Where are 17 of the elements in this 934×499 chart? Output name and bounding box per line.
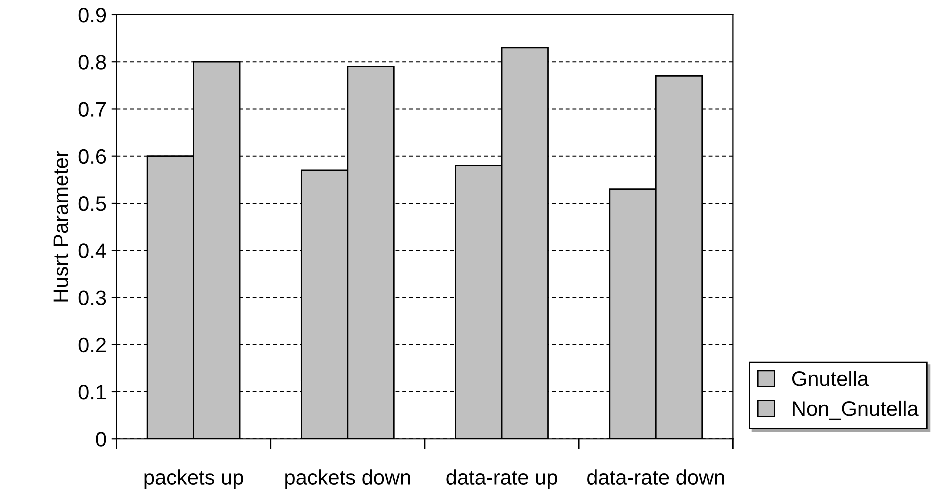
legend-label: Non_Gnutella: [793, 400, 919, 420]
y-tick-label: 0.9: [78, 8, 106, 23]
y-tick-label: 0.8: [78, 55, 106, 70]
x-tick-label: data-rate up: [446, 470, 558, 490]
y-tick-label: 0.7: [78, 102, 106, 117]
y-tick-label: 0.6: [78, 149, 106, 164]
y-tick-label: 0.5: [78, 196, 106, 212]
y-tick-label: 0.3: [78, 290, 106, 306]
x-tick-label: packets down: [286, 470, 410, 490]
x-tick-label: data-rate down: [588, 470, 724, 485]
y-axis-title: Husrt Parameter: [54, 150, 68, 302]
legend-label: Gnutella: [792, 371, 870, 386]
y-tick-label: 0.2: [78, 338, 106, 353]
y-tick-label: 0.4: [78, 244, 106, 258]
y-tick-label: 0: [96, 432, 106, 447]
x-tick-label: packets up: [144, 470, 244, 490]
y-tick-label: 0.1: [78, 384, 106, 400]
